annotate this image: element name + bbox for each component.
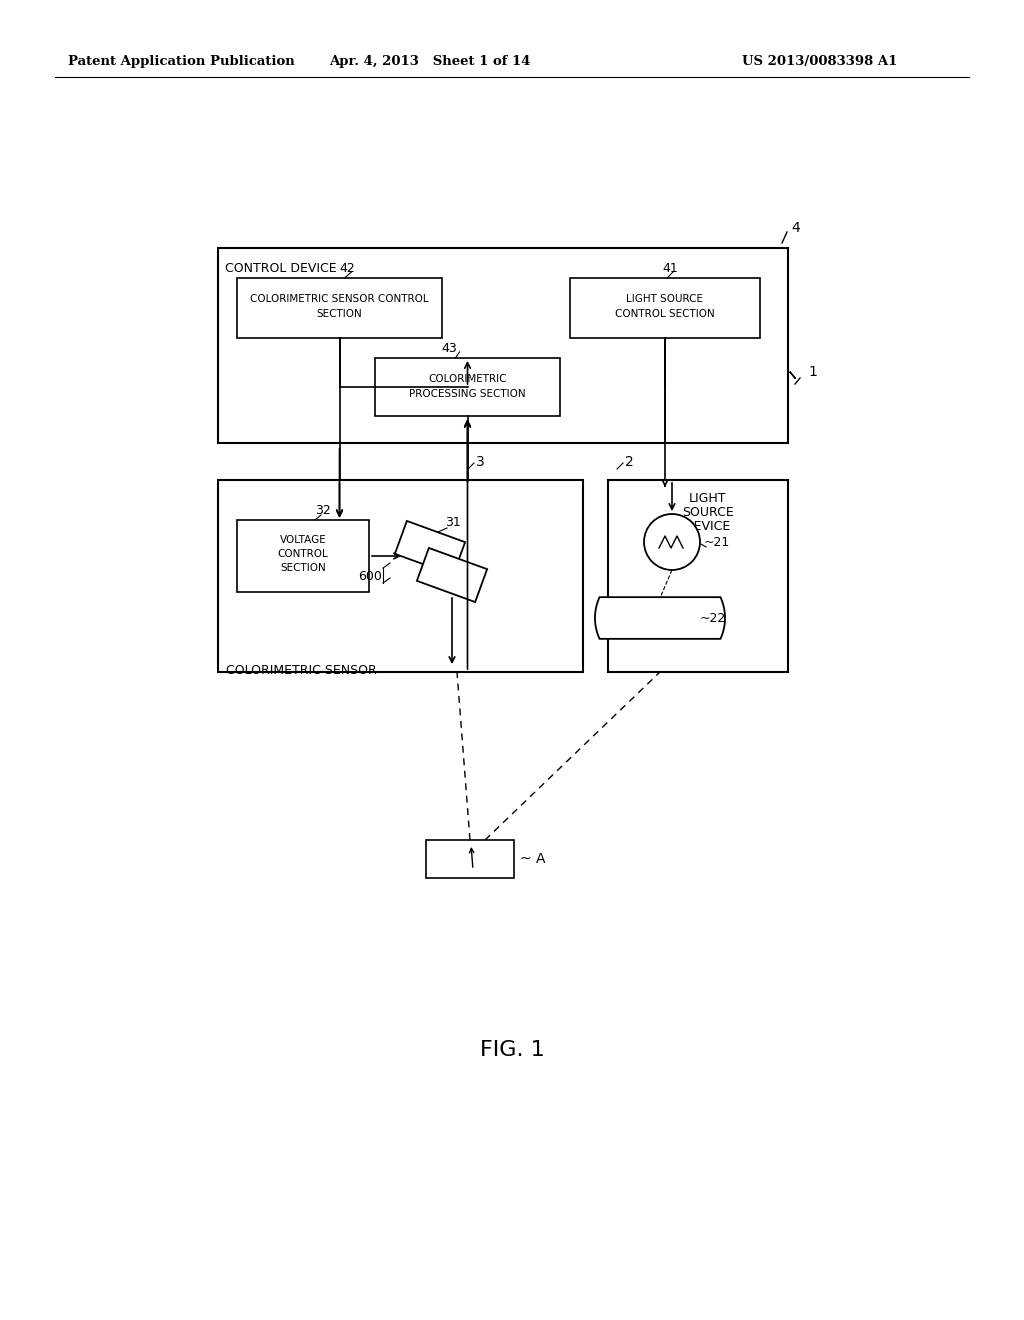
Circle shape: [644, 513, 700, 570]
Text: COLORIMETRIC: COLORIMETRIC: [428, 374, 507, 384]
Text: PROCESSING SECTION: PROCESSING SECTION: [410, 389, 525, 399]
Text: 31: 31: [445, 516, 461, 529]
Bar: [237, 279, 442, 338]
Polygon shape: [595, 597, 725, 639]
Bar: [570, 279, 760, 338]
Text: SECTION: SECTION: [281, 564, 326, 573]
Text: CONTROL SECTION: CONTROL SECTION: [615, 309, 715, 319]
Bar: [375, 358, 560, 416]
Text: CONTROL DEVICE: CONTROL DEVICE: [225, 261, 337, 275]
Text: DEVICE: DEVICE: [685, 520, 731, 532]
Text: COLORIMETRIC SENSOR: COLORIMETRIC SENSOR: [226, 664, 377, 677]
Text: 42: 42: [340, 261, 355, 275]
Text: 32: 32: [315, 504, 331, 517]
Text: US 2013/0083398 A1: US 2013/0083398 A1: [742, 55, 897, 69]
Polygon shape: [417, 548, 487, 602]
Text: Apr. 4, 2013   Sheet 1 of 14: Apr. 4, 2013 Sheet 1 of 14: [330, 55, 530, 69]
Text: 600: 600: [358, 570, 382, 583]
Text: FIG. 1: FIG. 1: [479, 1040, 545, 1060]
Text: ~ A: ~ A: [520, 851, 546, 866]
Text: 2: 2: [625, 455, 634, 469]
Text: 3: 3: [476, 455, 484, 469]
Text: LIGHT SOURCE: LIGHT SOURCE: [627, 294, 703, 304]
Bar: [218, 480, 583, 672]
Bar: [426, 840, 514, 878]
Text: ~22: ~22: [700, 612, 726, 624]
Text: 4: 4: [791, 220, 800, 235]
Text: ~21: ~21: [705, 536, 730, 549]
Text: 43: 43: [441, 342, 458, 355]
Polygon shape: [395, 521, 465, 576]
Text: LIGHT: LIGHT: [689, 491, 727, 504]
Text: COLORIMETRIC SENSOR CONTROL: COLORIMETRIC SENSOR CONTROL: [250, 294, 429, 304]
Text: Patent Application Publication: Patent Application Publication: [68, 55, 295, 69]
Text: 41: 41: [663, 261, 678, 275]
Bar: [218, 248, 788, 444]
Text: CONTROL: CONTROL: [278, 549, 329, 558]
Bar: [608, 480, 788, 672]
Bar: [237, 520, 369, 591]
Text: SOURCE: SOURCE: [682, 506, 734, 519]
Text: VOLTAGE: VOLTAGE: [280, 535, 327, 545]
Text: 1: 1: [808, 366, 817, 379]
Text: SECTION: SECTION: [316, 309, 362, 319]
